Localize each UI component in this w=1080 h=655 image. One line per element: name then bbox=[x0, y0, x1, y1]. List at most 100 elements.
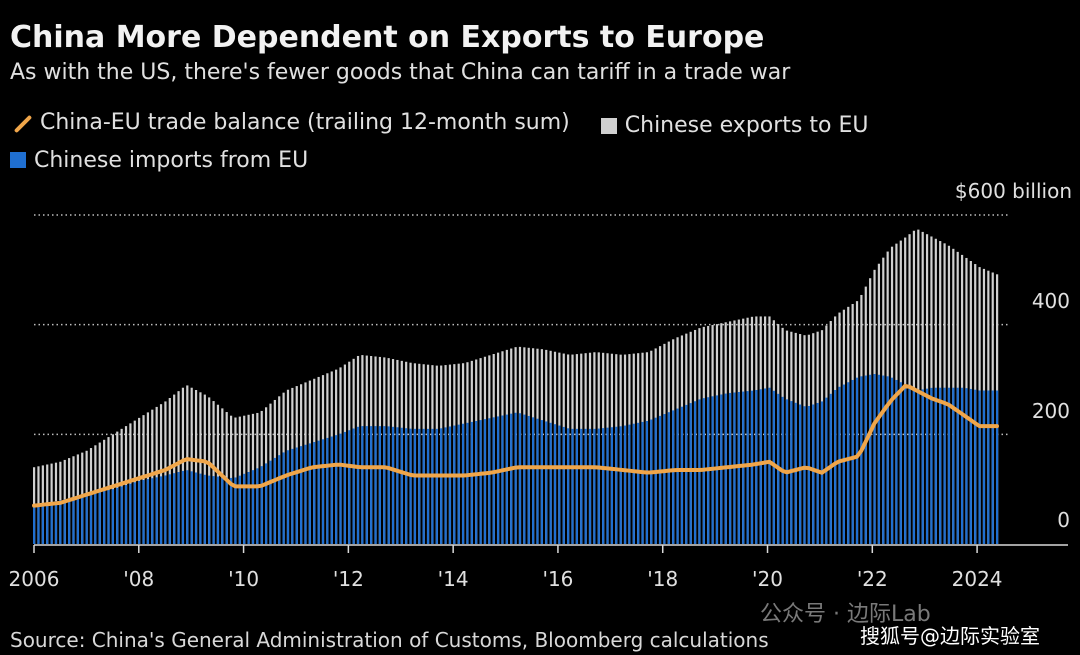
imports-bar bbox=[488, 418, 491, 544]
imports-bar bbox=[41, 503, 44, 544]
imports-bar bbox=[553, 424, 557, 544]
y-tick-label: 400 bbox=[1032, 289, 1070, 313]
exports-bar bbox=[168, 398, 171, 544]
imports-bar bbox=[479, 420, 482, 544]
y-tick-label: 200 bbox=[1032, 399, 1070, 423]
imports-bar bbox=[304, 444, 307, 544]
imports-bar bbox=[523, 414, 526, 544]
imports-bar bbox=[120, 486, 123, 544]
imports-bar bbox=[391, 426, 395, 544]
imports-bar bbox=[396, 427, 399, 544]
exports-bar bbox=[212, 401, 215, 544]
imports-bar bbox=[483, 419, 487, 544]
imports-bar bbox=[168, 474, 171, 544]
imports-bar bbox=[313, 442, 316, 544]
imports-bar bbox=[974, 389, 977, 544]
imports-bar bbox=[159, 476, 163, 544]
imports-bar bbox=[912, 389, 916, 544]
imports-bar bbox=[124, 485, 128, 544]
legend-label-exports: Chinese exports to EU bbox=[624, 113, 869, 138]
imports-bar bbox=[772, 390, 775, 544]
imports-bar bbox=[567, 428, 570, 544]
imports-bar bbox=[956, 387, 959, 544]
imports-bar bbox=[632, 423, 635, 544]
gridlines bbox=[34, 214, 1010, 436]
x-tick-label: '22 bbox=[857, 567, 888, 591]
imports-bar bbox=[46, 502, 49, 544]
x-tick-label: '12 bbox=[333, 567, 364, 591]
imports-bar bbox=[133, 482, 136, 544]
exports-bar bbox=[164, 401, 167, 544]
imports-bar bbox=[575, 428, 578, 544]
imports-bar bbox=[356, 426, 360, 544]
imports-swatch-icon bbox=[10, 152, 26, 168]
imports-bar bbox=[619, 426, 622, 544]
exports-bar bbox=[190, 387, 193, 544]
y-unit-label: $600 billion bbox=[955, 179, 1072, 203]
imports-bar bbox=[558, 425, 561, 544]
imports-bar bbox=[256, 468, 259, 544]
exports-bar bbox=[146, 412, 150, 544]
imports-bar bbox=[982, 390, 986, 544]
exports-swatch-icon bbox=[600, 117, 617, 134]
imports-bar bbox=[527, 415, 530, 544]
imports-bar bbox=[650, 419, 653, 544]
imports-bar bbox=[321, 439, 325, 544]
imports-bar bbox=[291, 448, 294, 544]
imports-bar bbox=[588, 428, 592, 544]
imports-bar bbox=[352, 428, 355, 544]
chart-subtitle: As with the US, there's fewer goods that… bbox=[10, 60, 791, 85]
imports-bar bbox=[934, 387, 937, 544]
imports-bar bbox=[418, 428, 421, 544]
imports-bar bbox=[689, 403, 692, 544]
legend-item-imports: Chinese imports from EU bbox=[10, 144, 308, 177]
imports-bar bbox=[864, 375, 867, 544]
imports-bar bbox=[562, 426, 565, 544]
imports-bar bbox=[81, 495, 84, 544]
imports-bar bbox=[545, 421, 548, 544]
imports-bar bbox=[286, 450, 290, 544]
imports-bar bbox=[335, 435, 338, 544]
imports-bar bbox=[238, 475, 241, 544]
imports-bar bbox=[444, 427, 447, 544]
imports-bar bbox=[300, 446, 303, 544]
imports-bar bbox=[628, 424, 631, 544]
imports-bar bbox=[978, 390, 981, 544]
imports-bar bbox=[602, 428, 605, 544]
imports-bar bbox=[667, 412, 670, 544]
balance-line-layer bbox=[32, 383, 999, 508]
exports-bar bbox=[194, 390, 198, 544]
imports-bar bbox=[453, 425, 456, 544]
imports-bar bbox=[794, 402, 797, 544]
imports-bar bbox=[475, 420, 478, 544]
imports-bar bbox=[676, 408, 679, 544]
imports-bar bbox=[816, 402, 819, 544]
exports-bar bbox=[203, 394, 206, 544]
imports-bar bbox=[904, 384, 907, 544]
imports-bar bbox=[89, 493, 93, 544]
imports-bar bbox=[138, 480, 141, 544]
imports-bar bbox=[470, 421, 473, 544]
exports-bar bbox=[177, 391, 180, 544]
imports-bar bbox=[85, 494, 88, 544]
imports-bar bbox=[413, 428, 417, 544]
chart-title: China More Dependent on Exports to Europ… bbox=[10, 20, 765, 55]
imports-bar bbox=[654, 417, 657, 544]
imports-bar bbox=[610, 427, 613, 544]
imports-bar bbox=[960, 387, 964, 544]
imports-bar bbox=[457, 424, 460, 544]
imports-bar bbox=[658, 415, 662, 544]
imports-bar bbox=[155, 477, 158, 544]
imports-bar bbox=[925, 388, 929, 544]
imports-bar bbox=[54, 501, 58, 544]
imports-bar bbox=[917, 390, 920, 544]
x-tick-label: '18 bbox=[647, 567, 678, 591]
imports-bar bbox=[295, 447, 298, 544]
imports-bar bbox=[370, 426, 373, 544]
imports-bar bbox=[221, 477, 224, 544]
imports-bar bbox=[374, 426, 377, 544]
imports-bar bbox=[440, 428, 443, 544]
imports-bar bbox=[234, 477, 237, 544]
axes: 2006 '08 '10 '12 '14 '16 '18 '20 '22 2024 0 200 400 $… bbox=[9, 179, 1072, 591]
